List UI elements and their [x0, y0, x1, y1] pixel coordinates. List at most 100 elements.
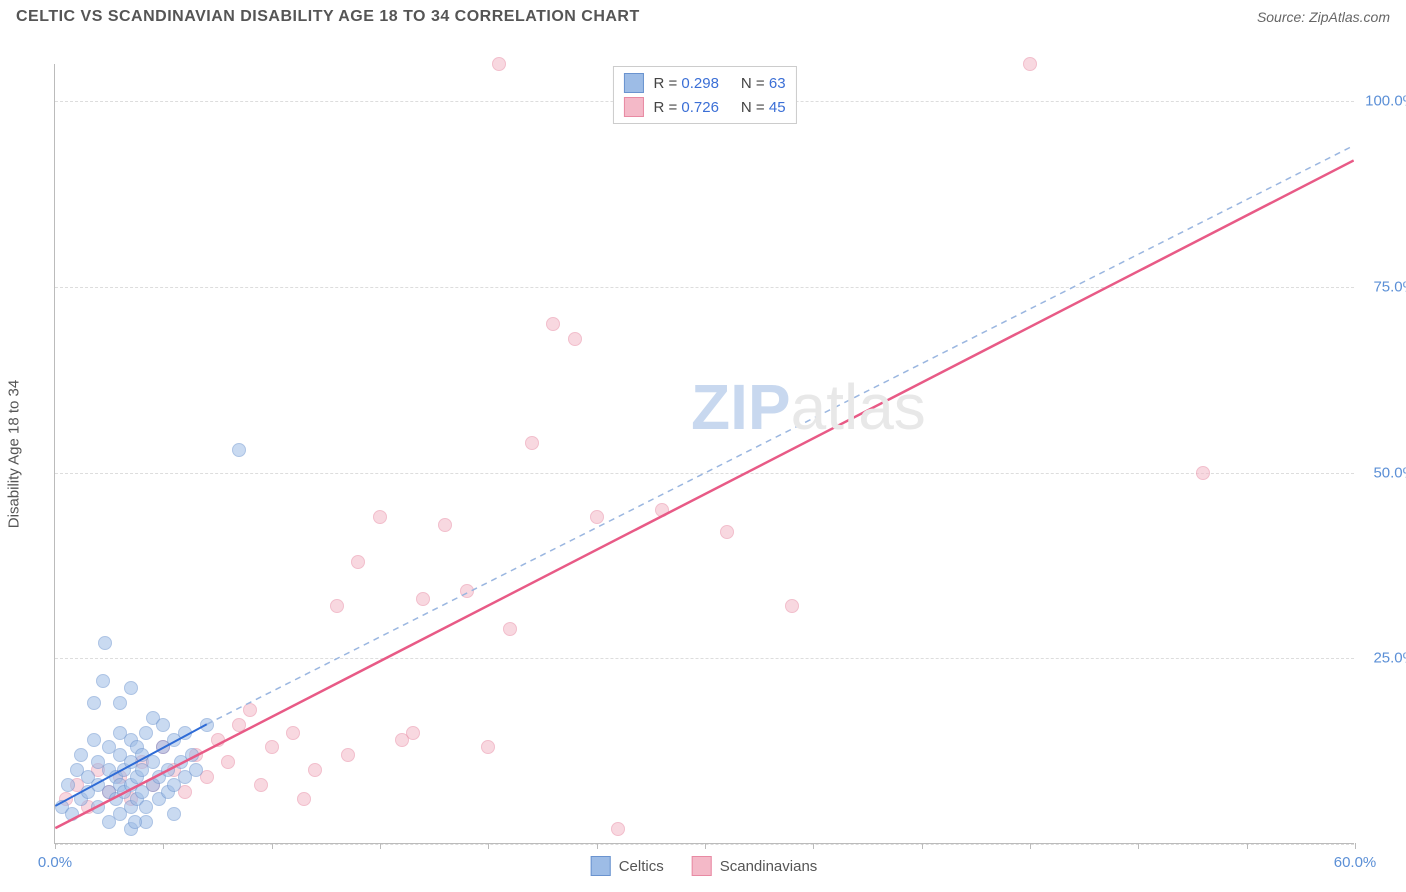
plot-area: ZIPatlas R = 0.298N = 63R = 0.726N = 45 … — [54, 64, 1354, 844]
y-tick-label: 75.0% — [1373, 278, 1406, 295]
data-point — [139, 800, 153, 814]
legend-swatch — [692, 856, 712, 876]
legend-swatch — [623, 73, 643, 93]
legend-series: Celtics Scandinavians — [591, 856, 818, 876]
data-point — [189, 763, 203, 777]
data-point — [232, 443, 246, 457]
y-tick-label: 100.0% — [1365, 93, 1406, 110]
data-point — [65, 807, 79, 821]
data-point — [265, 740, 279, 754]
data-point — [590, 510, 604, 524]
data-point — [373, 510, 387, 524]
trend-lines — [55, 64, 1354, 843]
chart-header: CELTIC VS SCANDINAVIAN DISABILITY AGE 18… — [0, 0, 1406, 30]
data-point — [91, 800, 105, 814]
data-point — [221, 755, 235, 769]
data-point — [568, 332, 582, 346]
data-point — [438, 518, 452, 532]
x-tick — [55, 843, 56, 849]
data-point — [297, 792, 311, 806]
x-tick — [922, 843, 923, 849]
legend-n: N = 45 — [741, 99, 786, 116]
data-point — [503, 622, 517, 636]
chart-title: CELTIC VS SCANDINAVIAN DISABILITY AGE 18… — [16, 8, 640, 26]
data-point — [161, 763, 175, 777]
x-tick — [705, 843, 706, 849]
watermark-zip: ZIP — [691, 371, 791, 443]
gridline — [55, 473, 1354, 474]
chart-container: Disability Age 18 to 34 ZIPatlas R = 0.2… — [54, 64, 1354, 844]
data-point — [146, 755, 160, 769]
data-point — [243, 703, 257, 717]
data-point — [330, 599, 344, 613]
data-point — [139, 726, 153, 740]
data-point — [308, 763, 322, 777]
data-point — [720, 525, 734, 539]
legend-r: R = 0.298 — [653, 75, 718, 92]
data-point — [128, 815, 142, 829]
x-tick — [272, 843, 273, 849]
legend-label: Celtics — [619, 858, 664, 875]
x-tick-label: 0.0% — [38, 854, 72, 871]
source-name: ZipAtlas.com — [1309, 9, 1390, 25]
y-tick-label: 50.0% — [1373, 464, 1406, 481]
data-point — [611, 822, 625, 836]
data-point — [655, 503, 669, 517]
data-point — [185, 748, 199, 762]
data-point — [156, 718, 170, 732]
x-tick — [380, 843, 381, 849]
data-point — [167, 807, 181, 821]
legend-swatch — [623, 97, 643, 117]
data-point — [525, 436, 539, 450]
data-point — [1196, 466, 1210, 480]
data-point — [200, 718, 214, 732]
data-point — [98, 636, 112, 650]
gridline — [55, 658, 1354, 659]
data-point — [87, 696, 101, 710]
x-tick — [163, 843, 164, 849]
x-tick — [1138, 843, 1139, 849]
chart-source: Source: ZipAtlas.com — [1257, 9, 1390, 25]
data-point — [492, 57, 506, 71]
data-point — [341, 748, 355, 762]
data-point — [785, 599, 799, 613]
x-tick — [1247, 843, 1248, 849]
x-tick — [1030, 843, 1031, 849]
data-point — [546, 317, 560, 331]
y-tick-label: 25.0% — [1373, 650, 1406, 667]
data-point — [460, 584, 474, 598]
legend-correlation: R = 0.298 N = 63 R = 0.726 N = 45 — [612, 66, 796, 124]
source-prefix: Source: — [1257, 9, 1309, 25]
x-tick-label: 60.0% — [1334, 854, 1377, 871]
data-point — [481, 740, 495, 754]
x-tick — [813, 843, 814, 849]
data-point — [74, 748, 88, 762]
data-point — [211, 733, 225, 747]
x-tick — [1355, 843, 1356, 849]
data-point — [96, 674, 110, 688]
legend-row: R = 0.298 N = 63 — [623, 71, 785, 95]
legend-row: R = 0.726 N = 45 — [623, 95, 785, 119]
x-tick — [488, 843, 489, 849]
legend-swatch — [591, 856, 611, 876]
watermark: ZIPatlas — [691, 370, 926, 444]
x-tick — [597, 843, 598, 849]
data-point — [254, 778, 268, 792]
legend-n: N = 63 — [741, 75, 786, 92]
legend-item: Celtics — [591, 856, 664, 876]
data-point — [286, 726, 300, 740]
legend-label: Scandinavians — [720, 858, 818, 875]
legend-item: Scandinavians — [692, 856, 818, 876]
watermark-atlas: atlas — [791, 371, 926, 443]
data-point — [178, 726, 192, 740]
data-point — [124, 681, 138, 695]
y-axis-label: Disability Age 18 to 34 — [6, 380, 23, 528]
data-point — [113, 696, 127, 710]
data-point — [87, 733, 101, 747]
data-point — [416, 592, 430, 606]
legend-r: R = 0.726 — [653, 99, 718, 116]
data-point — [351, 555, 365, 569]
data-point — [61, 778, 75, 792]
data-point — [1023, 57, 1037, 71]
gridline — [55, 287, 1354, 288]
